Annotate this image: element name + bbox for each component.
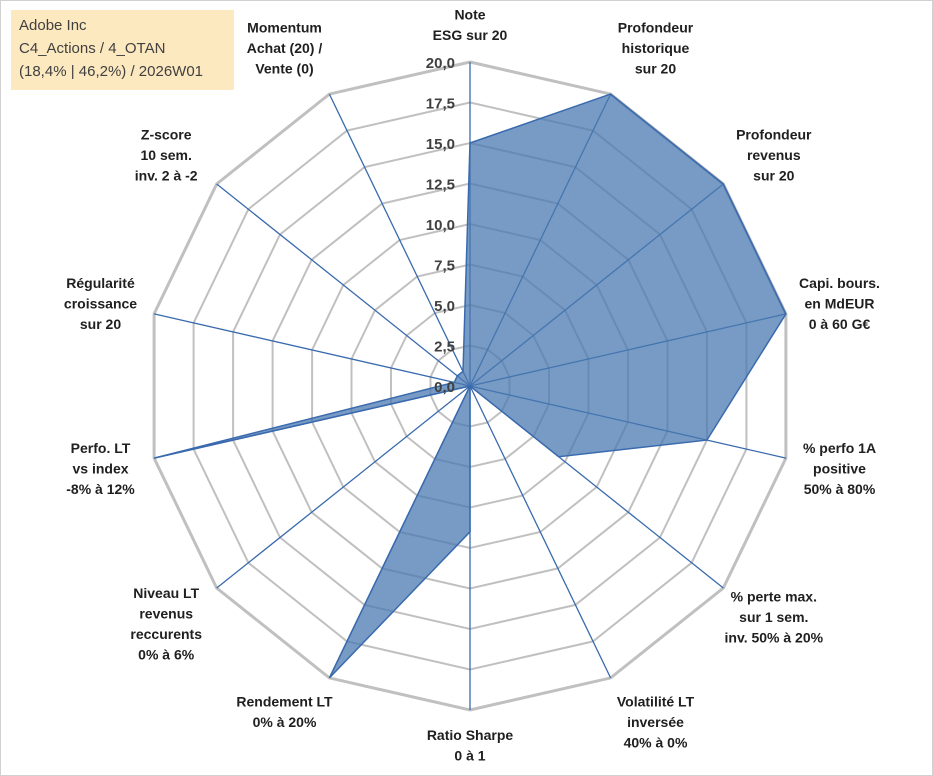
axis-spoke bbox=[328, 93, 471, 387]
axis-label: % perfo 1A positive 50% à 80% bbox=[803, 440, 876, 497]
tick-label: 17,5 bbox=[426, 96, 455, 113]
portfolio-label: C4_Actions / 4_OTAN bbox=[19, 40, 166, 57]
radar-series bbox=[153, 93, 787, 679]
info-box: Adobe Inc C4_Actions / 4_OTAN (18,4% | 4… bbox=[11, 10, 234, 90]
axis-label: Profondeur revenus sur 20 bbox=[736, 126, 812, 183]
radar-axis-labels: Note ESG sur 20 Profondeur historique sur 20… bbox=[64, 7, 880, 764]
axis-label: Capi. bours. en MdEUR 0 à 60 G€ bbox=[799, 275, 880, 332]
axis-label: Momentum Achat (20) / Vente (0) bbox=[247, 20, 323, 77]
tick-label: 15,0 bbox=[426, 136, 455, 153]
axis-spoke bbox=[469, 385, 612, 679]
axis-label: Régularité croissance sur 20 bbox=[64, 275, 137, 332]
tick-label: 0,0 bbox=[434, 379, 455, 396]
axis-label: Note ESG sur 20 bbox=[433, 7, 508, 44]
tick-label: 5,0 bbox=[434, 298, 455, 315]
axis-label: Volatilité LT inversée 40% à 0% bbox=[617, 693, 695, 750]
axis-spoke bbox=[216, 385, 471, 589]
axis-label: Rendement LT 0% à 20% bbox=[236, 693, 333, 730]
axis-label: Z-score 10 sem. inv. 2 à -2 bbox=[135, 126, 198, 183]
axis-spoke bbox=[216, 183, 471, 387]
axis-spoke bbox=[153, 313, 471, 387]
tick-label: 2,5 bbox=[434, 339, 455, 356]
tick-label: 7,5 bbox=[434, 258, 455, 275]
radar-tick-labels: 0,0 2,5 5,0 7,5 10,0 12,5 15,0 17,5 20,0 bbox=[426, 55, 455, 396]
axis-label: Profondeur historique sur 20 bbox=[618, 20, 694, 77]
series-area bbox=[153, 93, 787, 679]
tick-label: 20,0 bbox=[426, 55, 455, 72]
performance-stats: (18,4% | 46,2%) / 2026W01 bbox=[19, 63, 203, 80]
tick-label: 10,0 bbox=[426, 217, 455, 234]
tick-label: 12,5 bbox=[426, 177, 455, 194]
axis-label: Ratio Sharpe 0 à 1 bbox=[427, 727, 514, 764]
axis-label: % perte max. sur 1 sem. inv. 50% à 20% bbox=[725, 589, 824, 646]
axis-label: Niveau LT revenus reccurents 0% à 6% bbox=[130, 585, 202, 663]
company-name: Adobe Inc bbox=[19, 17, 87, 34]
axis-label: Perfo. LT vs index -8% à 12% bbox=[66, 440, 135, 497]
